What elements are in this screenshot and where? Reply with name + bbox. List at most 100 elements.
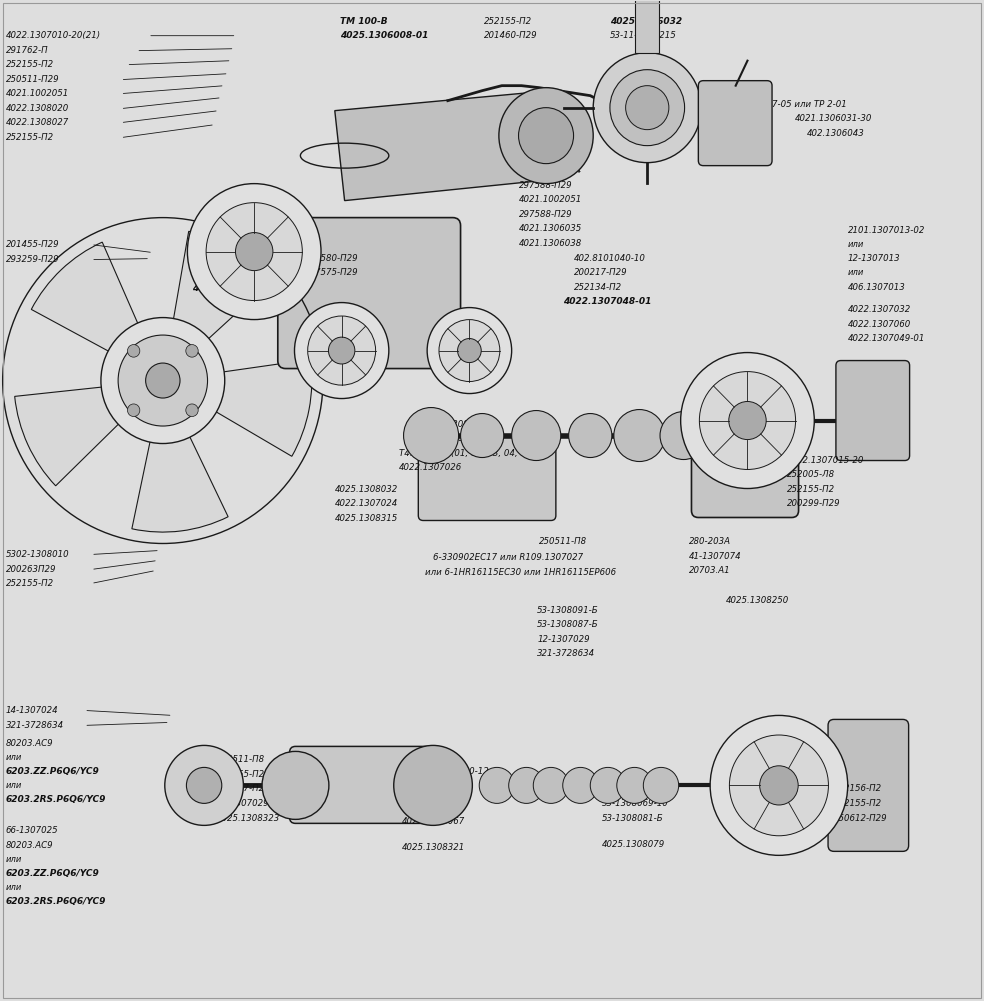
- Polygon shape: [335, 91, 551, 200]
- Circle shape: [118, 335, 208, 426]
- Circle shape: [186, 344, 198, 357]
- Circle shape: [563, 768, 598, 804]
- Circle shape: [186, 404, 198, 416]
- Text: 250511-П8: 250511-П8: [539, 537, 587, 546]
- Text: 250511-П29: 250511-П29: [216, 254, 271, 263]
- Text: 293259-П29: 293259-П29: [6, 255, 59, 264]
- Text: 297588-П29: 297588-П29: [519, 210, 572, 219]
- Text: 252593-П29: 252593-П29: [602, 784, 655, 793]
- Text: 80203.АС9: 80203.АС9: [6, 739, 53, 748]
- Wedge shape: [31, 242, 142, 355]
- FancyBboxPatch shape: [289, 747, 439, 824]
- Text: 4021.1306031-30: 4021.1306031-30: [795, 114, 872, 123]
- Circle shape: [681, 352, 815, 488]
- Text: 4021.1306044: 4021.1306044: [519, 166, 582, 175]
- Text: 252155-П2: 252155-П2: [216, 770, 265, 779]
- Wedge shape: [15, 386, 125, 485]
- Text: 4025.1308321: 4025.1308321: [401, 843, 464, 852]
- Circle shape: [308, 316, 376, 385]
- Wedge shape: [209, 359, 312, 456]
- Circle shape: [610, 70, 685, 145]
- Text: 402.1306155: 402.1306155: [708, 85, 766, 94]
- Circle shape: [729, 735, 829, 836]
- Text: 252155-П2: 252155-П2: [834, 799, 882, 808]
- Circle shape: [512, 410, 561, 460]
- Circle shape: [626, 86, 669, 130]
- Circle shape: [439, 319, 500, 381]
- Text: ТМ: ТМ: [718, 435, 741, 450]
- Text: 12-1307029: 12-1307029: [537, 635, 589, 644]
- Text: 53-1308081-Б: 53-1308081-Б: [602, 814, 663, 823]
- Text: 4022.1308027: 4022.1308027: [6, 118, 69, 127]
- Text: 297580-П29: 297580-П29: [305, 254, 359, 263]
- Circle shape: [533, 768, 569, 804]
- Text: 201460-П29: 201460-П29: [484, 31, 538, 40]
- Circle shape: [458, 338, 481, 362]
- Text: 6203.ZZ.P6Q6/YC9: 6203.ZZ.P6Q6/YC9: [6, 767, 99, 776]
- Text: 250612-П29: 250612-П29: [834, 814, 888, 823]
- Text: или 6-1HR16115ЕС30 или 1HR16115ЕР606: или 6-1HR16115ЕС30 или 1HR16115ЕР606: [425, 568, 616, 577]
- Circle shape: [499, 88, 593, 183]
- Text: 252156-П2: 252156-П2: [834, 784, 882, 793]
- Text: 6203.ZZ.P6Q6/YC9: 6203.ZZ.P6Q6/YC9: [6, 869, 99, 878]
- Text: 250511-П8: 250511-П8: [216, 755, 265, 764]
- Circle shape: [403, 407, 459, 463]
- Text: 4022.1307049-01: 4022.1307049-01: [847, 334, 925, 343]
- Circle shape: [644, 768, 679, 804]
- FancyBboxPatch shape: [829, 720, 908, 852]
- Text: 4025.1308250: 4025.1308250: [726, 596, 789, 605]
- Text: 80203.АС9: 80203.АС9: [6, 841, 53, 850]
- Text: 4022.1307032: 4022.1307032: [847, 305, 911, 314]
- Text: 402.8101040-10: 402.8101040-10: [574, 254, 646, 263]
- Text: или: или: [6, 753, 22, 762]
- Circle shape: [519, 108, 574, 163]
- Text: 297575-П29: 297575-П29: [305, 268, 359, 277]
- Wedge shape: [172, 231, 274, 344]
- Text: 291747-П29: 291747-П29: [216, 784, 271, 793]
- Text: или: или: [6, 855, 22, 864]
- FancyBboxPatch shape: [692, 398, 799, 518]
- Text: 4022.1307060: 4022.1307060: [847, 320, 911, 329]
- Circle shape: [569, 413, 612, 457]
- Text: 53-1308087-Б: 53-1308087-Б: [537, 620, 599, 629]
- FancyBboxPatch shape: [636, 0, 659, 53]
- Circle shape: [235, 232, 273, 270]
- Text: 4025.1308067: 4025.1308067: [401, 817, 464, 826]
- Text: 14-1307024: 14-1307024: [6, 706, 58, 715]
- Circle shape: [294, 302, 389, 398]
- Text: 402.1306043: 402.1306043: [807, 129, 864, 138]
- Text: 252155-П2: 252155-П2: [216, 268, 265, 277]
- Text: 41-1307074: 41-1307074: [689, 552, 741, 561]
- Text: 4025.1308025: 4025.1308025: [423, 434, 486, 443]
- Text: 4022.1308020: 4022.1308020: [6, 104, 69, 113]
- Circle shape: [128, 404, 140, 416]
- Text: 321-3728634: 321-3728634: [6, 721, 64, 730]
- Text: 200299-П29: 200299-П29: [787, 499, 840, 508]
- Text: или: или: [6, 883, 22, 892]
- Circle shape: [128, 344, 140, 357]
- Text: 12-1307029: 12-1307029: [216, 799, 270, 808]
- Text: 297588-П29: 297588-П29: [519, 181, 572, 190]
- Text: 252155-П2: 252155-П2: [6, 60, 54, 69]
- Text: 20703.А1: 20703.А1: [689, 566, 730, 575]
- Text: или: или: [847, 240, 864, 249]
- Circle shape: [614, 409, 665, 461]
- Text: 12-1307013: 12-1307013: [847, 254, 900, 263]
- FancyBboxPatch shape: [277, 217, 461, 368]
- Circle shape: [206, 202, 302, 300]
- Text: 4022.1307026: 4022.1307026: [399, 463, 461, 472]
- Text: 4021.1306038: 4021.1306038: [519, 239, 582, 248]
- Text: 200263П29: 200263П29: [6, 565, 56, 574]
- Text: 4021.1002051: 4021.1002051: [6, 89, 69, 98]
- Text: 53-1308091-Б: 53-1308091-Б: [537, 606, 599, 615]
- Circle shape: [101, 317, 224, 443]
- Circle shape: [593, 53, 702, 162]
- Text: 4025.1308323: 4025.1308323: [216, 814, 280, 823]
- Circle shape: [710, 716, 847, 856]
- Circle shape: [590, 768, 626, 804]
- Text: 53-11-1104215: 53-11-1104215: [610, 31, 677, 40]
- Text: 4021.1306035: 4021.1306035: [519, 224, 582, 233]
- Text: 250511-П29: 250511-П29: [6, 75, 59, 84]
- Text: 4021.1002051: 4021.1002051: [519, 195, 582, 204]
- Text: 201455-П29: 201455-П29: [6, 240, 59, 249]
